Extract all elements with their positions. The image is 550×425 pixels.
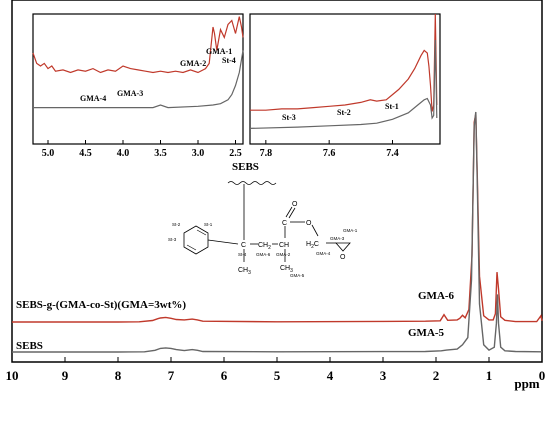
gma6-annotation: GMA-6 [418,290,455,302]
atom-ch3b: CH3 [280,265,293,274]
grafted-series-label: SEBS-g-(GMA-co-St)(GMA=3wt%) [16,299,186,311]
main-xlabel: ppm [514,376,539,391]
atom-c1: C [241,242,246,249]
structure-sebs-label: SEBS [232,161,259,173]
chemical-structure: SEBS St-1 St-3 St-2 C St-4 CH3 CH2 GMA-6… [168,161,358,278]
inset_right-series-line-1 [249,39,438,129]
atom-o-epoxy: O [340,254,346,261]
inset-left-label-gma3: GMA-3 [117,89,143,98]
gma5-annotation: GMA-5 [408,327,445,339]
main-series-line-1 [12,111,543,353]
inset-left-label-st4: St-4 [222,56,236,65]
inset-right-ticks: 7.8 7.6 7.4 [260,140,399,159]
inset_right-tick-label: 7.6 [323,148,336,159]
atom-gma6: GMA-6 [256,252,271,257]
inset_left-series-line-0 [32,16,244,74]
inset-left-label-gma1: GMA-1 [206,47,232,56]
atom-c-carbonyl: C [282,220,287,227]
main-x-tick-label: 2 [433,368,440,383]
inset-right-label-st1: St-1 [385,102,399,111]
inset_right-tick-label: 7.4 [386,148,399,159]
inset_left-tick-label: 2.5 [229,148,242,159]
benzene-ring [183,225,209,255]
main-x-tick-label: 4 [327,368,334,383]
polymer-backbone-wavy [227,181,277,185]
main-x-tick-label: 9 [62,368,69,383]
inset_left-tick-label: 3.5 [154,148,167,159]
main-series-group [12,111,543,353]
atom-ch: CH [279,242,289,249]
atom-st2: St-2 [172,222,181,227]
atom-st3: St-3 [168,237,177,242]
epoxide-ring [335,242,351,252]
benzene-double-bond [196,229,207,236]
carbonyl-double-bond [285,206,293,218]
atom-gma4: GMA-4 [316,251,331,256]
inset_left-tick-label: 3.0 [192,148,205,159]
atom-o-carbonyl: O [292,201,298,208]
inset-left-frame [32,13,244,145]
main-x-tick-label: 7 [168,368,175,383]
sebs-series-label: SEBS [16,340,43,352]
inset-left-label-gma2: GMA-2 [180,59,206,68]
inset-left-series-group [32,16,244,109]
main-x-tick-label: 8 [115,368,122,383]
main-x-tick-label: 0 [539,368,546,383]
atom-st1: St-1 [204,222,213,227]
inset-left-label-gma4: GMA-4 [80,94,106,103]
inset_right-tick-label: 7.8 [260,148,273,159]
main-x-tick-label: 10 [6,368,19,383]
atom-gma5: GMA-5 [290,273,305,278]
ester-bond [311,224,319,237]
inset_left-series-line-1 [33,50,244,109]
ring-bond [207,239,239,245]
carbonyl-double-bond [288,207,296,219]
inset_left-tick-label: 4.5 [79,148,92,159]
main-x-tick-label: 5 [274,368,281,383]
atom-gma3: GMA-3 [330,236,345,241]
inset-right-series-group [249,13,438,129]
inset-right-frame [249,13,441,145]
inset_right-series-line-0 [250,13,438,112]
benzene-double-bond [186,244,197,251]
inset_left-tick-label: 5.0 [42,148,55,159]
inset-left-ticks: 5.0 4.5 4.0 3.5 3.0 2.5 [42,140,242,159]
atom-st4: St-4 [238,252,247,257]
main-series-line-0 [12,113,543,323]
main-x-ticks: 10 9 8 7 6 5 4 3 2 1 0 [6,357,546,383]
inset-right-label-st3: St-3 [282,113,296,122]
main-x-tick-label: 3 [380,368,387,383]
atom-gma1: GMA-1 [343,228,358,233]
atom-ch3a: CH3 [238,267,251,276]
atom-o-ester: O [306,220,312,227]
main-x-tick-label: 1 [486,368,493,383]
atom-ch2: CH2 [258,242,271,251]
inset-right-label-st2: St-2 [337,108,351,117]
atom-h2c: H2C [306,241,319,250]
inset_left-tick-label: 4.0 [117,148,130,159]
atom-gma2: GMA-2 [276,252,291,257]
main-x-tick-label: 6 [221,368,228,383]
